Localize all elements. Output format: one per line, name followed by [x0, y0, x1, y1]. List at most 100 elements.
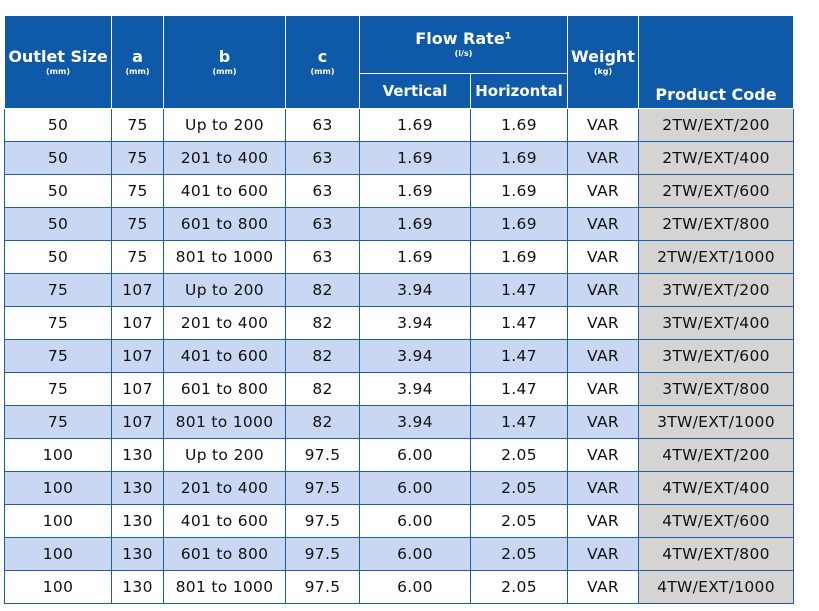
flow-horizontal-cell: 1.69 — [470, 108, 568, 142]
a-cell: 75 — [111, 240, 164, 274]
product-code-cell: 2TW/EXT/600 — [638, 174, 794, 208]
flow-horizontal-cell: 2.05 — [470, 537, 568, 571]
b-cell: 401 to 600 — [163, 339, 286, 373]
product-code-cell: 4TW/EXT/800 — [638, 537, 794, 571]
outlet-size-cell: 50 — [4, 174, 112, 208]
flow-horizontal-cell: 2.05 — [470, 471, 568, 505]
flow-horizontal-cell: 2.05 — [470, 570, 568, 604]
table-row: 75 107 401 to 600 82 3.94 1.47 VAR 3TW/EXT/600 — [4, 339, 794, 373]
header-c-unit: (mm) — [310, 66, 335, 76]
header-outlet-size-unit: (mm) — [46, 66, 70, 76]
product-code-cell: 4TW/EXT/200 — [638, 438, 794, 472]
header-c: c (mm) — [285, 15, 360, 109]
outlet-size-cell: 50 — [4, 141, 112, 175]
flow-vertical-cell: 6.00 — [359, 504, 471, 538]
product-code-cell: 2TW/EXT/1000 — [638, 240, 794, 274]
b-cell: 201 to 400 — [163, 471, 286, 505]
table-row: 100 130 601 to 800 97.5 6.00 2.05 VAR 4TW/EXT/8… — [4, 537, 794, 571]
weight-cell: VAR — [567, 471, 639, 505]
table-row: 100 130 Up to 200 97.5 6.00 2.05 VAR 4TW/EXT/20… — [4, 438, 794, 472]
c-cell: 63 — [285, 174, 360, 208]
outlet-size-cell: 100 — [4, 537, 112, 571]
table-row: 50 75 801 to 1000 63 1.69 1.69 VAR 2TW/EXT/1000 — [4, 240, 794, 274]
weight-cell: VAR — [567, 372, 639, 406]
flow-horizontal-cell: 1.47 — [470, 339, 568, 373]
header-flow-rate-unit: (l/s) — [454, 49, 473, 58]
c-cell: 63 — [285, 141, 360, 175]
a-cell: 75 — [111, 141, 164, 175]
product-code-cell: 3TW/EXT/400 — [638, 306, 794, 340]
c-cell: 82 — [285, 306, 360, 340]
flow-horizontal-cell: 1.69 — [470, 174, 568, 208]
c-cell: 82 — [285, 405, 360, 439]
b-cell: 801 to 1000 — [163, 405, 286, 439]
a-cell: 130 — [111, 504, 164, 538]
product-code-cell: 2TW/EXT/200 — [638, 108, 794, 142]
table-row: 50 75 401 to 600 63 1.69 1.69 VAR 2TW/EXT/600 — [4, 174, 794, 208]
header-c-label: c — [317, 46, 328, 66]
flow-horizontal-cell: 1.69 — [470, 141, 568, 175]
table-row: 50 75 201 to 400 63 1.69 1.69 VAR 2TW/EXT/400 — [4, 141, 794, 175]
c-cell: 97.5 — [285, 570, 360, 604]
b-cell: 401 to 600 — [163, 174, 286, 208]
b-cell: 801 to 1000 — [163, 240, 286, 274]
header-b-label: b — [218, 46, 231, 66]
c-cell: 97.5 — [285, 471, 360, 505]
table-row: 75 107 801 to 1000 82 3.94 1.47 VAR 3TW/EXT/100… — [4, 405, 794, 439]
product-code-cell: 3TW/EXT/800 — [638, 372, 794, 406]
table-row: 100 130 201 to 400 97.5 6.00 2.05 VAR 4TW/EXT/4… — [4, 471, 794, 505]
outlet-size-cell: 75 — [4, 372, 112, 406]
weight-cell: VAR — [567, 141, 639, 175]
flow-vertical-cell: 3.94 — [359, 339, 471, 373]
a-cell: 75 — [111, 174, 164, 208]
header-a-unit: (mm) — [125, 66, 150, 76]
a-cell: 107 — [111, 372, 164, 406]
weight-cell: VAR — [567, 570, 639, 604]
a-cell: 130 — [111, 471, 164, 505]
header-product-code: Product Code — [638, 15, 794, 109]
header-outlet-size: Outlet Size (mm) — [4, 15, 112, 109]
c-cell: 97.5 — [285, 504, 360, 538]
outlet-size-cell: 75 — [4, 339, 112, 373]
flow-vertical-cell: 3.94 — [359, 405, 471, 439]
outlet-size-cell: 100 — [4, 504, 112, 538]
weight-cell: VAR — [567, 339, 639, 373]
outlet-size-cell: 50 — [4, 108, 112, 142]
b-cell: 201 to 400 — [163, 141, 286, 175]
header-flow-rate: Flow Rate¹ (l/s) — [359, 15, 568, 74]
flow-vertical-cell: 6.00 — [359, 471, 471, 505]
outlet-size-cell: 100 — [4, 570, 112, 604]
flow-horizontal-cell: 1.47 — [470, 405, 568, 439]
flow-horizontal-cell: 1.69 — [470, 240, 568, 274]
a-cell: 75 — [111, 108, 164, 142]
product-code-cell: 2TW/EXT/400 — [638, 141, 794, 175]
outlet-size-cell: 100 — [4, 471, 112, 505]
c-cell: 82 — [285, 339, 360, 373]
table-row: 100 130 801 to 1000 97.5 6.00 2.05 VAR 4TW/EXT/… — [4, 570, 794, 604]
b-cell: 401 to 600 — [163, 504, 286, 538]
outlet-size-cell: 50 — [4, 240, 112, 274]
weight-cell: VAR — [567, 537, 639, 571]
weight-cell: VAR — [567, 207, 639, 241]
flow-vertical-cell: 1.69 — [359, 207, 471, 241]
b-cell: 601 to 800 — [163, 537, 286, 571]
outlet-size-cell: 75 — [4, 273, 112, 307]
weight-cell: VAR — [567, 438, 639, 472]
table-row: 50 75 601 to 800 63 1.69 1.69 VAR 2TW/EXT/800 — [4, 207, 794, 241]
flow-horizontal-cell: 1.69 — [470, 207, 568, 241]
c-cell: 97.5 — [285, 537, 360, 571]
b-cell: 601 to 800 — [163, 372, 286, 406]
header-weight: Weight (kg) — [567, 15, 639, 109]
flow-horizontal-cell: 1.47 — [470, 372, 568, 406]
flow-horizontal-cell: 2.05 — [470, 438, 568, 472]
product-code-cell: 3TW/EXT/1000 — [638, 405, 794, 439]
flow-vertical-cell: 6.00 — [359, 438, 471, 472]
product-code-cell: 4TW/EXT/1000 — [638, 570, 794, 604]
flow-vertical-cell: 3.94 — [359, 306, 471, 340]
flow-vertical-cell: 6.00 — [359, 570, 471, 604]
b-cell: 601 to 800 — [163, 207, 286, 241]
weight-cell: VAR — [567, 273, 639, 307]
b-cell: 201 to 400 — [163, 306, 286, 340]
outlet-size-cell: 50 — [4, 207, 112, 241]
weight-cell: VAR — [567, 174, 639, 208]
